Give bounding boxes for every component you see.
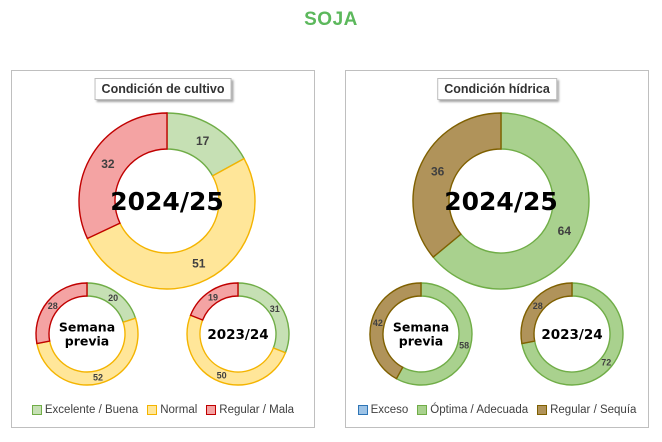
donut-segment [186,314,287,386]
legend-item: Normal [147,404,197,416]
data-label: 64 [558,224,572,238]
legend-swatch [417,405,428,415]
ring-center-label: previa [399,334,443,349]
data-label: 28 [48,301,58,311]
legend-swatch [357,405,368,415]
legend-item: Exceso [357,404,409,416]
donut-segment [521,282,624,386]
legend-item: Excelente / Buena [31,404,139,416]
legend-label: Óptima / Adecuada [430,404,529,416]
data-label: 36 [431,165,445,179]
panel-title: Condición hídrica [437,78,557,100]
legend-label: Normal [160,404,198,416]
panel-title: Condición de cultivo [94,78,232,100]
legend-label: Regular / Sequía [550,404,637,416]
data-label: 28 [533,301,543,311]
ring-center-label: Semana [59,319,115,334]
data-label: 51 [192,257,206,271]
data-label: 19 [208,292,218,302]
ring-center-label: 2024/25 [444,187,558,216]
legend-label: Regular / Mala [219,404,295,416]
legend-swatch [31,405,42,415]
data-label: 17 [196,134,210,148]
legend-label: Excelente / Buena [44,404,139,416]
data-label: 42 [373,318,383,328]
donut-segment [395,282,473,386]
ring-center-label: Semana [393,319,449,334]
data-label: 58 [459,340,469,350]
ring-center-label: 2023/24 [207,327,268,343]
donut-segment [35,282,88,345]
ring-center-label: 2023/24 [541,327,602,343]
legend-swatch [206,405,217,415]
ring-center-label: 2024/25 [110,187,224,216]
donut-segment [520,282,573,345]
donut-segment [432,112,590,290]
legend-swatch [537,405,548,415]
ring-center-label: previa [65,334,109,349]
donut-segment [86,157,256,290]
donut-segment [412,112,502,259]
legend-label: Exceso [370,404,409,416]
data-label: 52 [93,372,103,382]
legend: Excelente / Buena Normal Regular / Mala [12,404,314,416]
data-label: 20 [108,293,118,303]
data-label: 50 [217,371,227,381]
legend-item: Regular / Sequía [537,404,636,416]
panel-condicion-cultivo: 17 51 32 2024/25 20 52 28 Semana previa 31 50 19 202… [11,70,315,428]
data-label: 72 [601,358,611,368]
legend: Exceso Óptima / Adecuada Regular / Sequí… [346,404,648,416]
donut-segment [78,112,168,240]
legend-swatch [147,405,158,415]
donut-segment [189,282,239,321]
donut-segment [369,282,422,380]
data-label: 32 [101,157,115,171]
panel-condicion-hidrica: 64 36 2024/25 58 42 Semana previa 72 28 2023/24 C… [345,70,649,428]
data-label: 31 [270,304,280,314]
legend-item: Regular / Mala [206,404,294,416]
legend-item: Óptima / Adecuada [417,404,528,416]
page-title: SOJA [304,9,358,30]
